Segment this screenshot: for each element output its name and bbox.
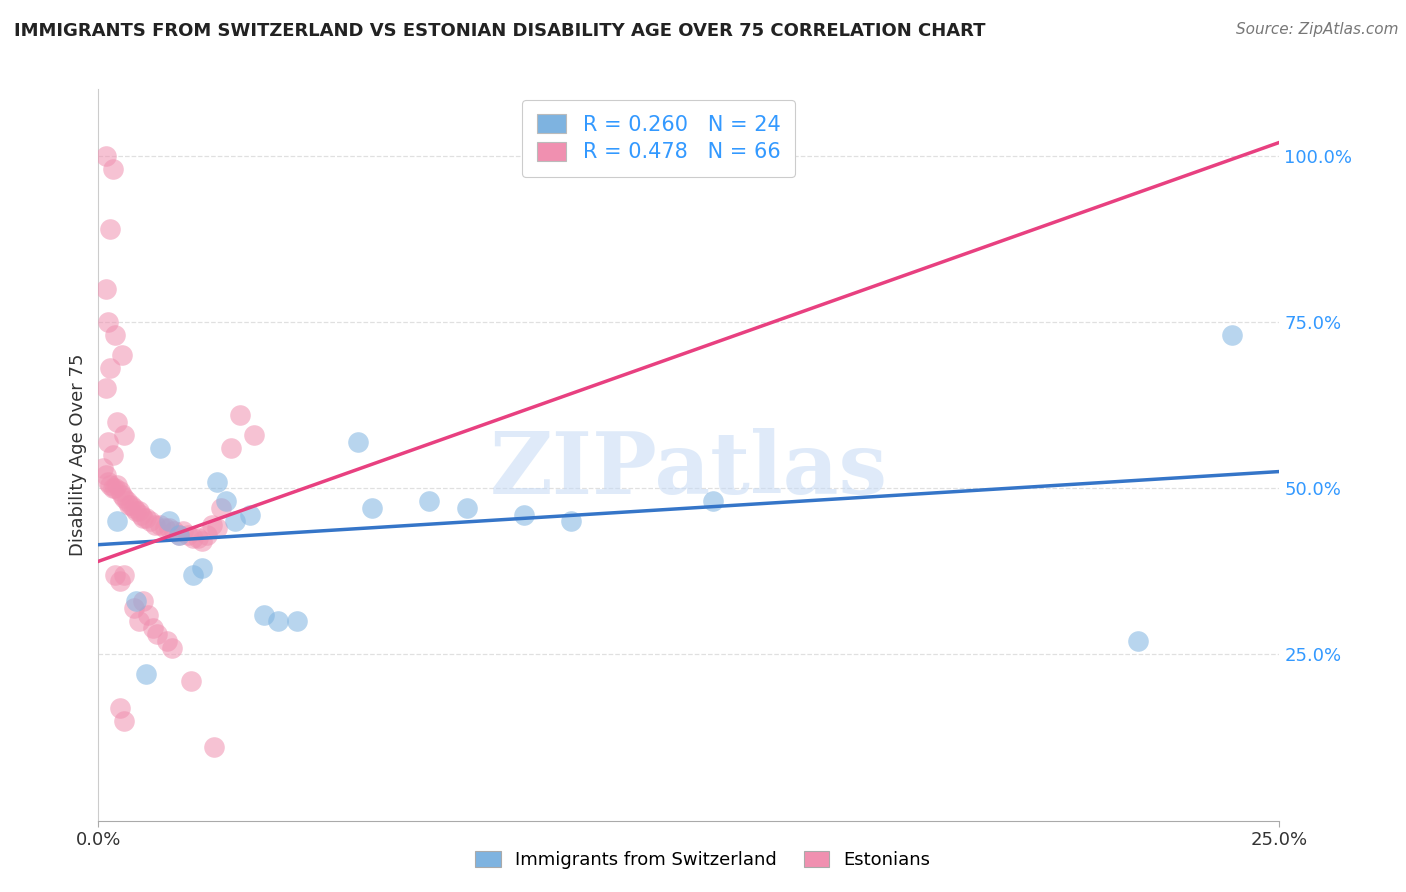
Point [149,442,172,456]
Point [157,521,180,535]
Point [153,521,176,535]
Point [104,567,127,582]
Point [143,517,166,532]
Point [512,508,534,522]
Point [135,667,157,681]
Point [1126,634,1149,648]
Point [104,328,127,343]
Point [149,517,172,532]
Point [202,740,225,755]
Point [94,381,117,395]
Point [157,515,180,529]
Point [172,524,194,539]
Point [105,415,128,429]
Point [108,700,131,714]
Point [115,494,138,508]
Point [101,161,124,176]
Point [224,515,246,529]
Point [132,594,155,608]
Point [125,594,148,608]
Y-axis label: Disability Age Over 75: Disability Age Over 75 [69,353,87,557]
Text: ZIPatlas: ZIPatlas [489,427,889,511]
Point [129,508,152,522]
Point [104,481,127,495]
Point [253,607,276,622]
Point [112,491,135,505]
Point [128,504,150,518]
Point [180,673,202,688]
Point [243,428,266,442]
Point [111,348,134,362]
Point [160,640,183,655]
Point [163,524,186,539]
Point [112,714,135,728]
Point [98,222,121,236]
Point [112,428,135,442]
Point [347,434,370,449]
Point [105,515,128,529]
Point [167,527,190,541]
Point [181,531,204,545]
Point [98,478,121,492]
Point [108,484,131,499]
Point [94,149,117,163]
Point [132,511,155,525]
Point [97,475,120,489]
Point [187,531,209,545]
Point [97,315,120,329]
Point [219,442,242,456]
Point [142,621,165,635]
Point [91,461,114,475]
Point [560,515,582,529]
Point [285,614,308,628]
Point [97,434,120,449]
Point [201,517,224,532]
Text: IMMIGRANTS FROM SWITZERLAND VS ESTONIAN DISABILITY AGE OVER 75 CORRELATION CHART: IMMIGRANTS FROM SWITZERLAND VS ESTONIAN … [14,22,986,40]
Point [209,501,232,516]
Point [101,448,124,462]
Point [94,467,117,482]
Point [205,475,228,489]
Point [215,494,238,508]
Legend: Immigrants from Switzerland, Estonians: Immigrants from Switzerland, Estonians [467,842,939,879]
Point [191,534,214,549]
Point [118,498,141,512]
Point [205,521,228,535]
Point [122,600,145,615]
Text: Source: ZipAtlas.com: Source: ZipAtlas.com [1236,22,1399,37]
Point [105,478,128,492]
Point [112,567,135,582]
Point [139,515,162,529]
Point [702,494,724,508]
Point [121,498,143,512]
Point [1220,328,1243,343]
Point [167,527,190,541]
Point [136,607,159,622]
Point [418,494,440,508]
Point [101,481,124,495]
Point [191,561,214,575]
Point [125,504,148,518]
Point [94,282,117,296]
Point [146,627,169,641]
Point [239,508,262,522]
Point [111,488,134,502]
Point [156,634,179,648]
Point [229,408,252,422]
Point [181,567,204,582]
Point [122,501,145,516]
Point [361,501,384,516]
Point [98,361,121,376]
Point [195,527,218,541]
Legend: R = 0.260   N = 24, R = 0.478   N = 66: R = 0.260 N = 24, R = 0.478 N = 66 [522,100,794,177]
Point [128,614,150,628]
Point [177,527,200,541]
Point [456,501,478,516]
Point [135,511,157,525]
Point [108,574,131,589]
Point [267,614,290,628]
